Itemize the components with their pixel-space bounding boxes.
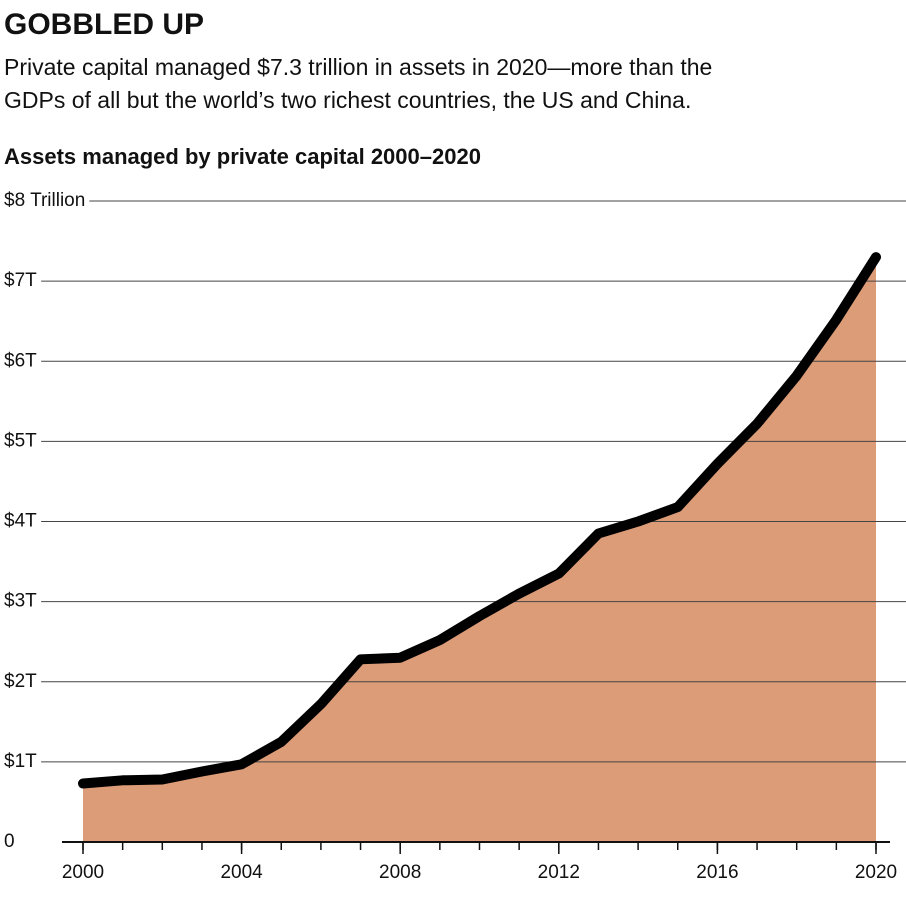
chart-subtitle: Assets managed by private capital 2000–2… xyxy=(4,144,481,169)
y-tick-label: $5T xyxy=(4,430,37,451)
line xyxy=(78,252,881,789)
subtitle-line: Private capital managed $7.3 trillion in… xyxy=(4,54,712,80)
x-tick-label: 2012 xyxy=(538,862,580,883)
y-tick-label: $8 Trillion xyxy=(4,190,85,211)
area xyxy=(83,257,876,842)
x-tick-label: 2020 xyxy=(855,862,897,883)
y-tick-label: 0 xyxy=(4,831,15,852)
y-tick-label: $1T xyxy=(4,751,37,772)
y-tick-label: $2T xyxy=(4,671,37,692)
x-tick-label: 2008 xyxy=(379,862,421,883)
subtitle-line: GDPs of all but the world’s two richest … xyxy=(4,87,691,113)
x-tick-label: 2004 xyxy=(220,862,263,883)
y-tick-label: $4T xyxy=(4,511,37,532)
y-tick-label: $6T xyxy=(4,350,37,371)
chart-title: GOBBLED UP xyxy=(4,8,204,41)
x-tick-label: 2000 xyxy=(62,862,104,883)
x-tick-label: 2016 xyxy=(696,862,738,883)
y-tick-label: $7T xyxy=(4,270,37,291)
y-tick-label: $3T xyxy=(4,591,37,612)
